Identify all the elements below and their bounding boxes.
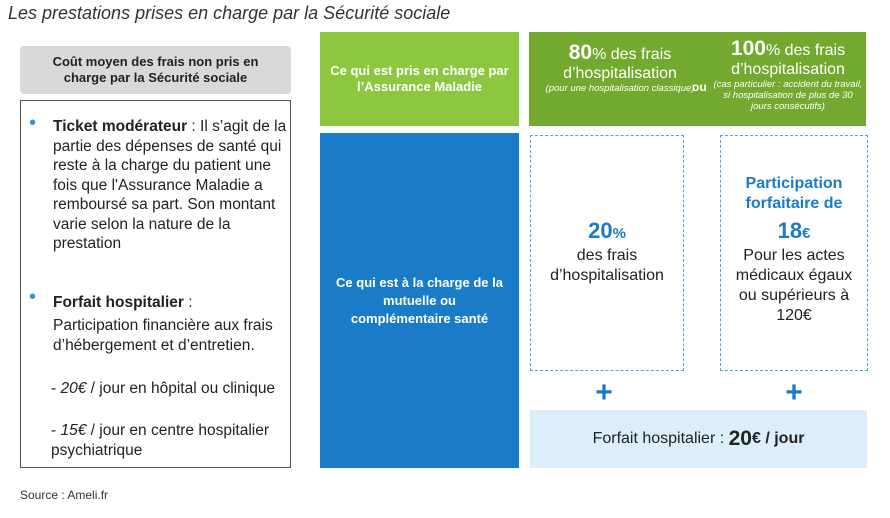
source-note: Source : Ameli.fr [20, 488, 109, 502]
forfait-item-hopital: - 20€ / jour en hôpital ou clinique [51, 380, 276, 397]
page-title: Les prestations prises en charge par la … [8, 3, 451, 23]
mutuelle-20-percent-box: 20% des frais d’hospitalisation [530, 135, 684, 371]
participation-forfaitaire-text: Pour les actes médicaux égaux ou supérie… [735, 247, 853, 324]
forfait-hospitalier-box: Forfait hospitalier : 20 € / jour [530, 410, 867, 468]
forfait-hospitalier-value: 20 [728, 427, 752, 450]
ticket-moderateur-paragraph: Ticket modérateur : Il s’agit de la part… [53, 117, 289, 254]
forfait-item-psychiatrique: - 15€ / jour en centre hospitalier psych… [51, 422, 269, 459]
forfait-item-amount: 20€ [60, 380, 87, 397]
forfait-item-amount: 15€ [60, 422, 87, 439]
forfait-hospitalier-unit: € / jour [751, 430, 805, 447]
participation-forfaitaire-box: Participation forfaitaire de 18€ Pour le… [720, 135, 868, 371]
forfait-hospitalier-title: Forfait hospitalier [53, 294, 184, 311]
ticket-moderateur-text: : Il s’agit de la partie des dépenses de… [53, 118, 287, 252]
forfait-hospitalier-label: Forfait hospitalier : [592, 430, 725, 447]
bullet-icon: • [29, 286, 37, 308]
coverage-100-note: (cas particulier : accident du travail, … [713, 79, 863, 112]
plus-icon: + [785, 376, 803, 409]
cost-header: Coût moyen des frais non pris en charge … [20, 46, 291, 94]
or-label: ou [692, 80, 707, 94]
coverage-80: 80% des frais d’hospitalisation (pour un… [535, 41, 705, 94]
participation-forfaitaire-title: Participation forfaitaire de [745, 175, 843, 212]
assurance-maladie-label: Ce qui est pris en charge par l’Assuranc… [320, 32, 519, 126]
mutuelle-20-text: des frais d’hospitalisation [550, 247, 664, 284]
plus-icon: + [595, 376, 613, 409]
bullet-icon: • [29, 112, 37, 134]
cost-details-box: • Ticket modérateur : Il s’agit de la pa… [20, 100, 291, 468]
coverage-80-note: (pour une hospitalisation classique) [545, 83, 695, 94]
mutuelle-label: Ce qui est à la charge de la mutuelle ou… [320, 133, 519, 468]
ticket-moderateur-title: Ticket modérateur [53, 118, 188, 135]
assurance-maladie-coverage: 80% des frais d’hospitalisation (pour un… [529, 32, 866, 126]
coverage-100: 100% des frais d’hospitalisation (cas pa… [713, 37, 863, 112]
forfait-hospitalier-text: Participation financière aux frais d’héb… [53, 317, 273, 354]
forfait-hospitalier-heading: Forfait hospitalier : [53, 294, 193, 311]
